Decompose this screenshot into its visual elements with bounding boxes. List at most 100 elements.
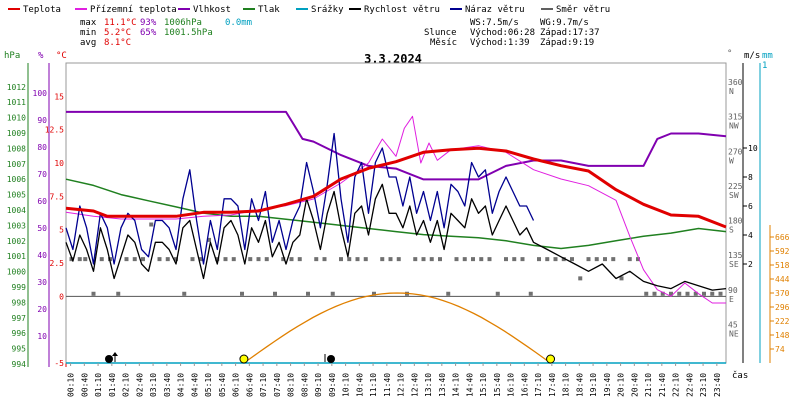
axis-pct-unit: %	[38, 51, 44, 61]
stats-max-temp: 11.1°C	[104, 18, 137, 28]
wind-direction-point	[471, 257, 475, 262]
wind-direction-point	[644, 291, 649, 296]
legend-label: Teplota	[23, 5, 61, 15]
axis-temp-tick-label: 2.5	[50, 259, 65, 268]
stats-sun-label: Slunce	[424, 28, 457, 38]
axis-dir-compass-label: E	[729, 295, 734, 304]
wind-direction-point	[380, 257, 385, 262]
axis-hpa-tick-label: 1009	[7, 129, 26, 138]
axis-pct-tick-label: 60	[37, 197, 47, 206]
wind-direction-point	[314, 257, 319, 262]
stats-min-temp: 5.2°C	[104, 28, 131, 38]
stats-ws: WS:7.5m/s	[470, 18, 519, 28]
time-label: 23:10	[699, 373, 708, 397]
wind-direction-point	[231, 257, 236, 262]
wind-direction-point	[652, 291, 657, 296]
stats-max-hum: 93%	[140, 18, 157, 28]
wind-direction-point	[330, 291, 335, 296]
wind-direction-point	[669, 291, 673, 296]
time-label: 01:10	[94, 373, 103, 397]
axis-hpa-tick-label: 995	[12, 345, 27, 354]
time-label: 16:10	[507, 373, 516, 397]
wind-direction-point	[99, 257, 104, 262]
wind-direction-point	[273, 291, 277, 296]
wind-direction-point	[207, 237, 211, 242]
axis-dir-unit: °	[727, 49, 732, 59]
wind-direction-point	[289, 257, 294, 262]
time-label: 19:40	[603, 373, 612, 397]
time-label: 09:40	[328, 373, 337, 397]
axis-hpa-tick-label: 1003	[7, 221, 26, 230]
axis-hpa-unit: hPa	[4, 51, 20, 61]
axis-hpa-tick-label: 997	[12, 314, 27, 323]
wind-direction-point	[594, 257, 599, 262]
axis-sun-tick-label: 666	[775, 233, 790, 242]
axis-dir-compass-label: N	[729, 87, 734, 96]
axis-temp-tick-label: 15	[54, 92, 64, 101]
legend-label: Vlhkost	[193, 5, 231, 15]
wind-direction-point	[198, 257, 203, 262]
axis-hpa-tick-label: 999	[12, 283, 27, 292]
time-label: 07:40	[273, 373, 282, 397]
time-label: 06:40	[245, 373, 254, 397]
axis-sun-tick-label: 222	[775, 317, 790, 326]
wind-direction-point	[570, 257, 574, 262]
axis-pct-tick-label: 40	[37, 251, 47, 260]
wind-direction-point	[462, 257, 467, 262]
axis-mm-unit: mm	[762, 51, 773, 61]
legend-label: Rychlost větru	[364, 5, 440, 15]
stats-avg-temp: 8.1°C	[104, 38, 131, 48]
time-label: 13:40	[438, 373, 447, 397]
wind-direction-point	[124, 257, 129, 262]
wind-direction-point	[454, 257, 459, 262]
wind-direction-point	[660, 291, 665, 296]
time-label: 18:40	[575, 373, 584, 397]
wind-speed-line	[65, 183, 727, 291]
wind-direction-point	[149, 222, 154, 227]
legend-label: Náraz větru	[465, 5, 525, 15]
wind-direction-point	[306, 291, 310, 296]
time-label: 01:40	[108, 373, 117, 397]
time-label: 20:40	[630, 373, 639, 397]
axis-ms-tick-label: 2	[748, 260, 753, 269]
axis-hpa-tick-label: 1001	[7, 252, 26, 261]
wind-direction-point	[413, 257, 418, 262]
time-label: 11:40	[383, 373, 392, 397]
stats-sun-rise: Východ:06:28	[470, 28, 535, 38]
time-label: 21:40	[658, 373, 667, 397]
wind-direction-point	[372, 291, 376, 296]
left-axes: 9949959969979989991000100110021003100410…	[7, 63, 67, 369]
time-label: 03:40	[163, 373, 172, 397]
wind-direction-point	[141, 257, 145, 262]
time-label: 07:10	[259, 373, 268, 397]
legend-label: Směr větru	[556, 5, 610, 15]
axis-dir-tick-label: 90	[728, 286, 738, 295]
stats-max-press: 1006hPa	[164, 18, 202, 28]
wind-direction-point	[281, 257, 286, 262]
axis-dir-tick-label: 135	[728, 251, 743, 260]
axis-ms-tick-label: 4	[748, 231, 753, 240]
axis-temp-tick-label: 7.5	[50, 192, 65, 201]
axis-sun-tick-label: 148	[775, 331, 790, 340]
axis-pct-tick-label: 70	[37, 170, 47, 179]
axis-dir-tick-label: 180	[728, 217, 743, 226]
stats-header: max 11.1°C 93% 1006hPa 0.0mm min 5.2°C 6…	[80, 18, 600, 48]
axis-ms-unit: m/s	[744, 51, 760, 61]
axis-temp-tick-label: 0	[59, 292, 64, 301]
stats-min-hum: 65%	[140, 28, 157, 38]
axis-hpa-tick-label: 1004	[7, 206, 26, 215]
time-label: 21:10	[644, 373, 653, 397]
legend-label: Přízemní teplota	[90, 5, 177, 15]
pressure-line	[65, 178, 727, 250]
stats-max-rain: 0.0mm	[225, 18, 252, 28]
axis-hpa-tick-label: 1011	[7, 98, 26, 107]
wind-gust-line	[65, 132, 535, 265]
wind-direction-point	[693, 291, 698, 296]
wind-direction-point	[685, 291, 690, 296]
stats-wg: WG:9.7m/s	[540, 18, 589, 28]
plot-area	[65, 110, 727, 364]
time-label: 10:10	[342, 373, 351, 397]
time-label: 06:10	[232, 373, 241, 397]
wind-direction-point	[636, 257, 640, 262]
